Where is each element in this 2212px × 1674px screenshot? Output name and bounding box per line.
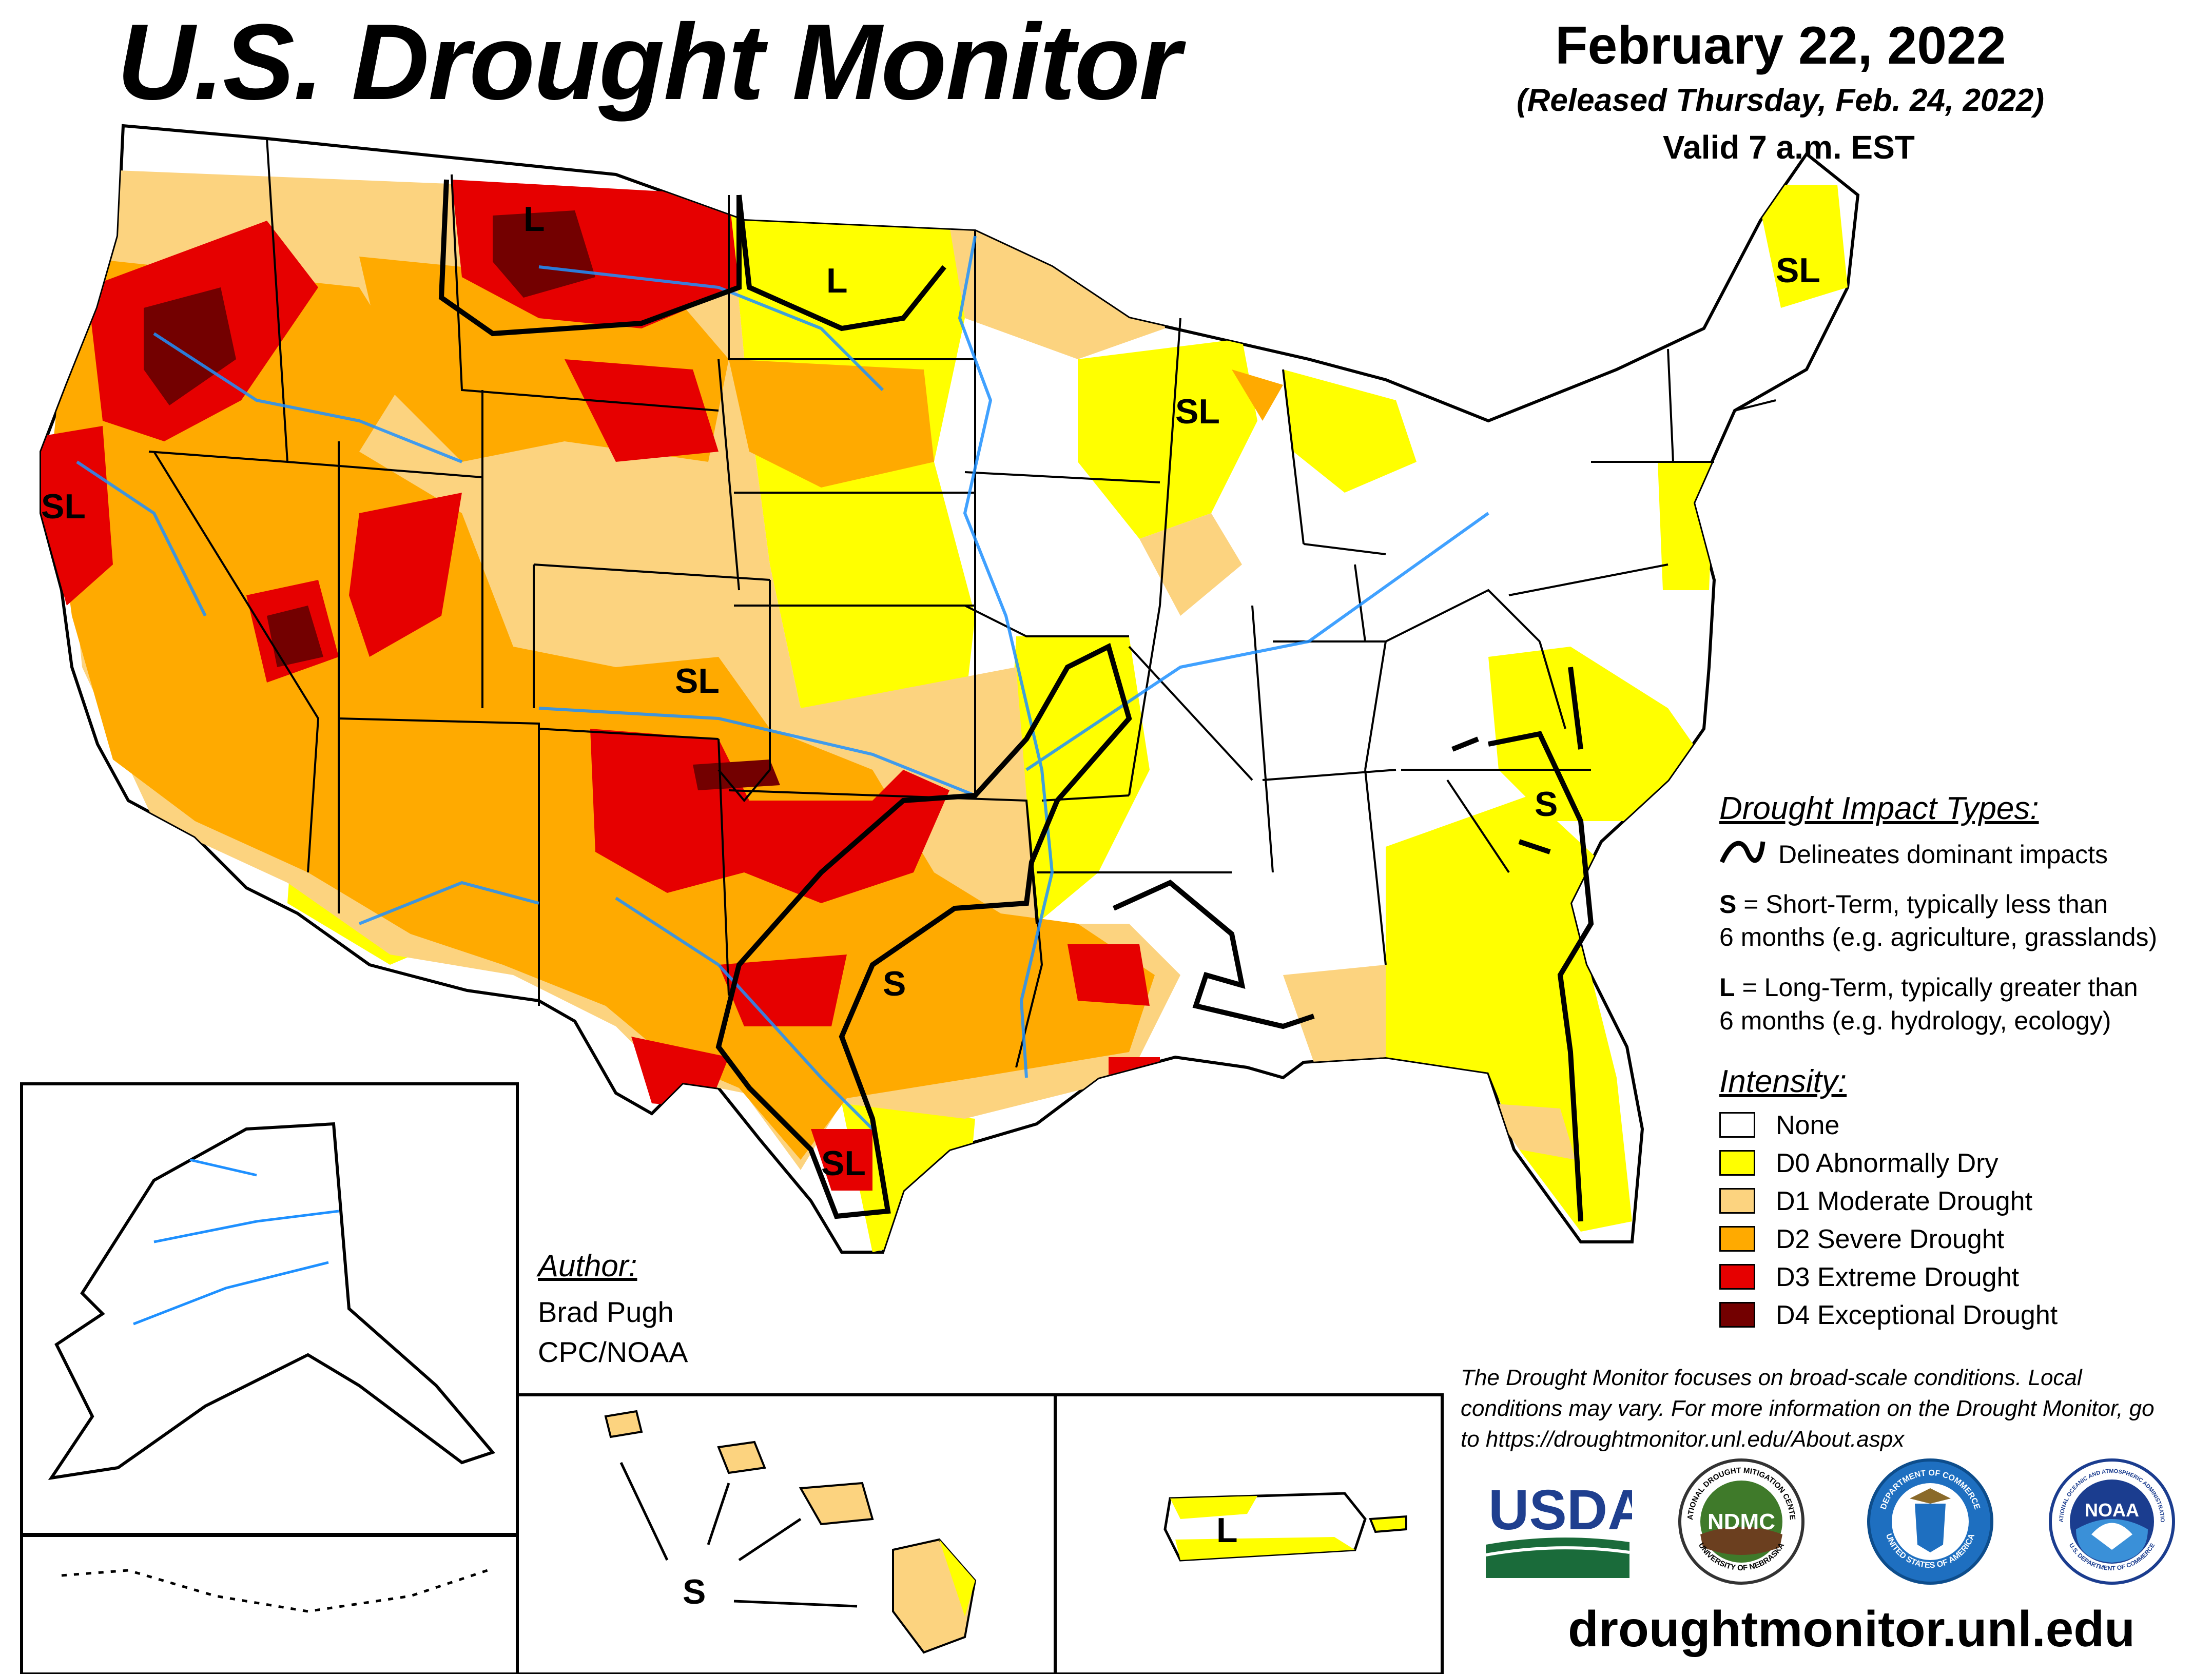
intensity-swatch	[1719, 1150, 1755, 1176]
disclaimer-text: The Drought Monitor focuses on broad-sca…	[1461, 1365, 2155, 1452]
impact-label-puerto-rico: L	[1216, 1511, 1238, 1550]
noaa-logo: NOAA NATIONAL OCEANIC AND ATMOSPHERIC AD…	[2048, 1457, 2175, 1585]
long-term-letter: L	[1719, 973, 1735, 1002]
delineate-line-icon	[1719, 841, 1765, 863]
ndmc-logo-text: NDMC	[1707, 1509, 1775, 1534]
intensity-swatch	[1719, 1188, 1755, 1214]
impact-label-montana: L	[523, 200, 545, 239]
impact-label-dakota: L	[826, 261, 848, 300]
usda-logo-text: USDA	[1488, 1478, 1632, 1542]
intensity-legend-heading: Intensity:	[1719, 1064, 1847, 1099]
delineates-label: Delineates dominant impacts	[1778, 840, 2108, 869]
long-term-line2: 6 months (e.g. hydrology, ecology)	[1719, 1006, 2111, 1035]
author-heading: Author:	[538, 1249, 637, 1283]
author-name: Brad Pugh	[538, 1296, 674, 1328]
map-date: February 22, 2022	[1555, 16, 2006, 75]
intensity-swatch	[1719, 1302, 1755, 1328]
impact-label-california: SL	[41, 487, 86, 526]
intensity-label: D4 Exceptional Drought	[1776, 1300, 2058, 1330]
long-term-line1: L = Long-Term, typically greater than	[1719, 972, 2138, 1002]
alaska-shape	[48, 1122, 496, 1481]
intensity-label: D0 Abnormally Dry	[1776, 1149, 1998, 1178]
intensity-label: D1 Moderate Drought	[1776, 1186, 2033, 1216]
intensity-swatch	[1719, 1226, 1755, 1252]
impact-label-carolina: S	[1535, 785, 1558, 824]
short-term-text: = Short-Term, typically less than	[1736, 890, 2108, 919]
impact-label-wisconsin: SL	[1175, 392, 1220, 431]
intensity-swatch	[1719, 1264, 1755, 1290]
usda-logo: USDA	[1485, 1478, 1632, 1578]
map-title: U.S. Drought Monitor	[117, 2, 1181, 122]
short-term-letter: S	[1719, 890, 1737, 919]
intensity-label: D3 Extreme Drought	[1776, 1262, 2019, 1292]
short-term-line1: S = Short-Term, typically less than	[1719, 889, 2108, 919]
impact-label-south-texas: SL	[821, 1144, 866, 1183]
impact-label-maine: SL	[1776, 251, 1820, 290]
noaa-logo-text: NOAA	[2085, 1500, 2139, 1521]
impact-label-colorado: SL	[675, 661, 720, 700]
intensity-label: D2 Severe Drought	[1776, 1224, 2005, 1254]
impact-legend-heading: Drought Impact Types:	[1719, 791, 2039, 826]
valid-time: Valid 7 a.m. EST	[1663, 129, 1915, 166]
intensity-label: None	[1776, 1111, 1840, 1140]
impact-label-hawaii: S	[683, 1572, 706, 1611]
intensity-swatch	[1719, 1112, 1755, 1138]
release-date: (Released Thursday, Feb. 24, 2022)	[1517, 83, 2045, 118]
ndmc-logo: NDMC NATIONAL DROUGHT MITIGATION CENTER …	[1677, 1457, 1804, 1585]
website-link[interactable]: droughtmonitor.unl.edu	[1568, 1601, 2136, 1657]
hawaii-inset	[516, 1393, 1057, 1674]
short-term-line2: 6 months (e.g. agriculture, grasslands)	[1719, 923, 2158, 951]
commerce-seal: DEPARTMENT OF COMMERCE UNITED STATES OF …	[1867, 1458, 1993, 1585]
long-term-text: = Long-Term, typically greater than	[1735, 973, 2138, 1002]
author-org: CPC/NOAA	[538, 1336, 688, 1368]
impact-label-texas: S	[883, 964, 906, 1003]
